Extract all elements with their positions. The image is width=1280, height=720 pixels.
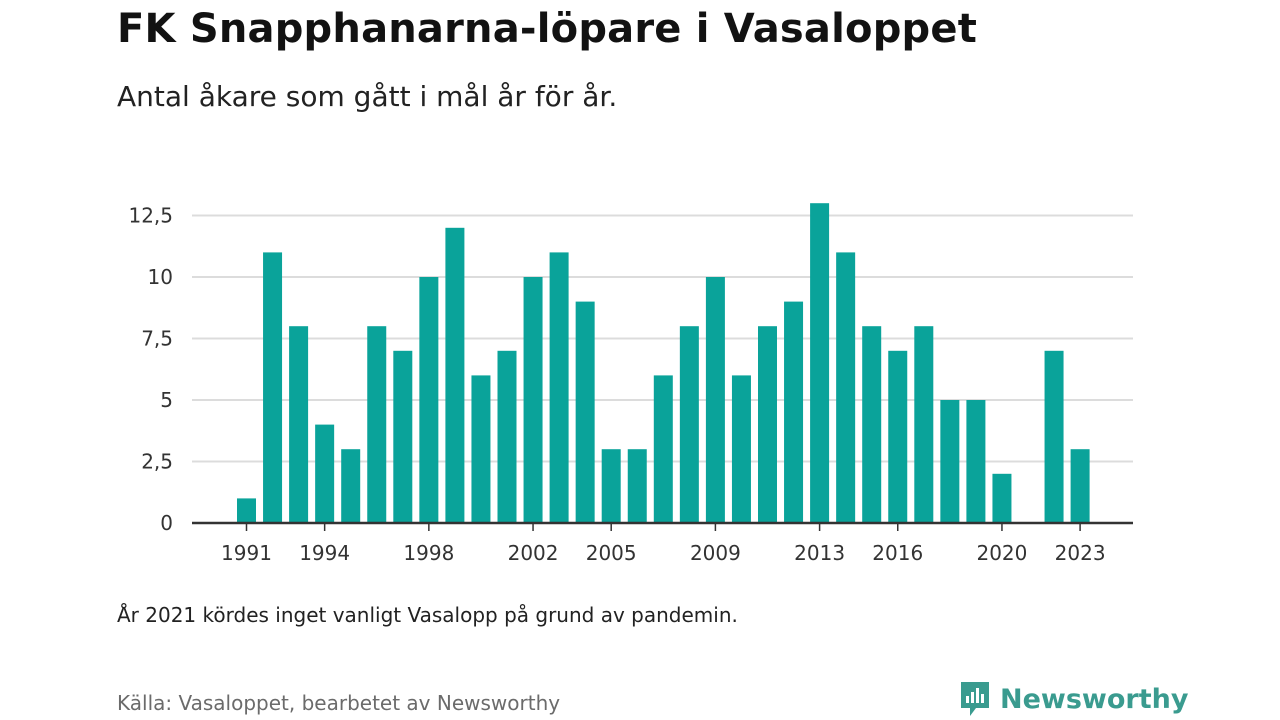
bar-1994 <box>315 424 335 523</box>
bar-2004 <box>575 301 595 523</box>
x-tick-label: 1991 <box>221 541 272 565</box>
y-tick-label: 2,5 <box>141 450 173 474</box>
x-tick-label: 2020 <box>976 541 1027 565</box>
bar-2007 <box>653 375 673 523</box>
bar-2015 <box>862 326 882 523</box>
x-tick-label: 2023 <box>1055 541 1106 565</box>
bar-2023 <box>1070 449 1090 523</box>
bar-1997 <box>393 350 413 523</box>
bar-2000 <box>471 375 491 523</box>
bar-1996 <box>367 326 387 523</box>
y-tick-label: 7,5 <box>141 327 173 351</box>
brand-name: Newsworthy <box>1000 683 1189 715</box>
x-tick-label: 2013 <box>794 541 845 565</box>
newsworthy-logo-icon <box>961 682 989 716</box>
footnote: År 2021 kördes inget vanligt Vasalopp på… <box>117 603 738 627</box>
bar-2008 <box>679 326 699 523</box>
bar-1993 <box>289 326 309 523</box>
bar-1991 <box>237 498 256 523</box>
brand-logo: Newsworthy <box>958 680 1188 718</box>
bar-2014 <box>836 252 856 523</box>
bar-chart: 0 2,5 5 7,5 10 12,5 1991 1994 1998 2002 2005 2009 20… <box>128 203 1133 565</box>
bar-2016 <box>888 350 908 523</box>
bar-2002 <box>523 277 543 523</box>
y-tick-label: 12,5 <box>128 204 173 228</box>
bar-2018 <box>940 400 960 523</box>
y-tick-label: 0 <box>160 511 173 535</box>
bar-2019 <box>966 400 986 523</box>
bar-2013 <box>810 203 830 523</box>
x-tick-label: 2016 <box>872 541 923 565</box>
x-tick-label: 2009 <box>690 541 741 565</box>
bar-2005 <box>601 449 621 523</box>
chart-title: FK Snapphanarna-löpare i Vasaloppet <box>117 6 978 52</box>
x-tick-label: 1998 <box>403 541 454 565</box>
chart-subtitle: Antal åkare som gått i mål år för år. <box>117 80 618 113</box>
x-tick-label: 2002 <box>508 541 559 565</box>
source-text: Källa: Vasaloppet, bearbetet av Newswort… <box>117 691 561 715</box>
x-tick-label: 1994 <box>299 541 350 565</box>
bar-2020 <box>992 473 1012 523</box>
bar-2017 <box>914 326 934 523</box>
bar-1992 <box>263 252 283 523</box>
bar-1999 <box>445 227 465 524</box>
bar-2001 <box>497 350 517 523</box>
bar-2010 <box>731 375 751 523</box>
bar-2003 <box>549 252 569 523</box>
bar-2011 <box>758 326 777 523</box>
bar-1995 <box>341 449 361 523</box>
bar-2022 <box>1044 350 1064 523</box>
y-tick-label: 5 <box>160 388 173 412</box>
bar-2006 <box>627 449 647 523</box>
bar-2012 <box>784 301 804 523</box>
y-tick-label: 10 <box>148 265 173 289</box>
bar-2009 <box>705 277 725 523</box>
x-tick-label: 2005 <box>586 541 637 565</box>
bar-1998 <box>419 277 439 523</box>
